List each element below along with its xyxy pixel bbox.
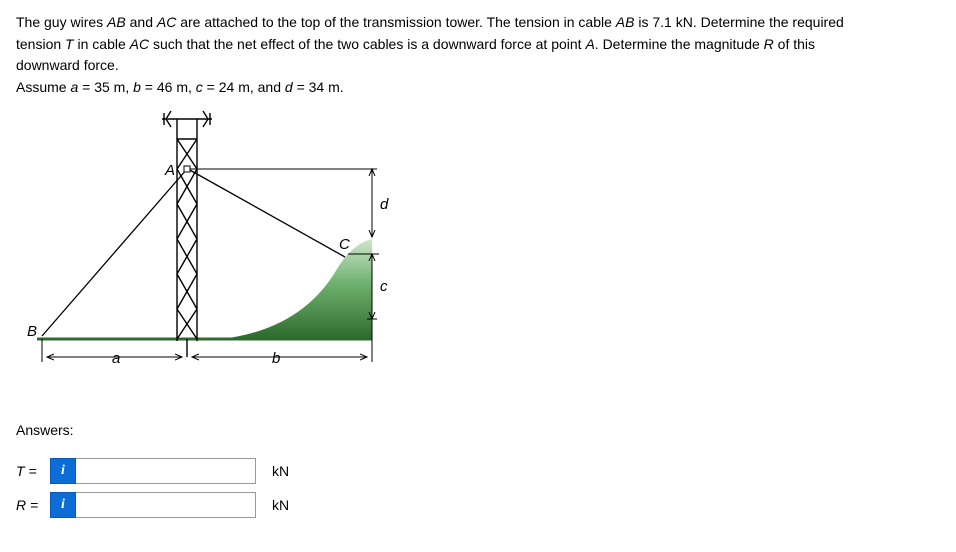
t-unit: kN [272, 463, 289, 479]
info-icon[interactable]: i [50, 458, 76, 484]
label-a-point: A [164, 162, 175, 179]
problem-line-2: tension T in cable AC such that the net … [16, 34, 940, 56]
r-label: R = [16, 497, 50, 513]
answer-row-r: R = i kN [16, 492, 940, 518]
info-icon[interactable]: i [50, 492, 76, 518]
r-unit: kN [272, 497, 289, 513]
t-input[interactable] [76, 458, 256, 484]
answers-label: Answers: [16, 422, 940, 438]
label-c-point: C [339, 236, 350, 253]
answer-row-t: T = i kN [16, 458, 940, 484]
r-input[interactable] [76, 492, 256, 518]
t-label: T = [16, 463, 50, 479]
problem-line-1: The guy wires AB and AC are attached to … [16, 12, 940, 34]
label-a-dim: a [112, 350, 120, 367]
label-d-dim: d [380, 196, 389, 213]
label-b-dim: b [272, 350, 280, 367]
problem-line-4: Assume a = 35 m, b = 46 m, c = 24 m, and… [16, 77, 940, 99]
label-c-dim: c [380, 278, 388, 295]
answers-section: Answers: T = i kN R = i kN [16, 422, 940, 518]
problem-statement: The guy wires AB and AC are attached to … [16, 12, 940, 99]
problem-line-3: downward force. [16, 55, 940, 77]
label-b-point: B [27, 323, 37, 340]
tower-diagram: A B C a b c d [22, 109, 940, 402]
